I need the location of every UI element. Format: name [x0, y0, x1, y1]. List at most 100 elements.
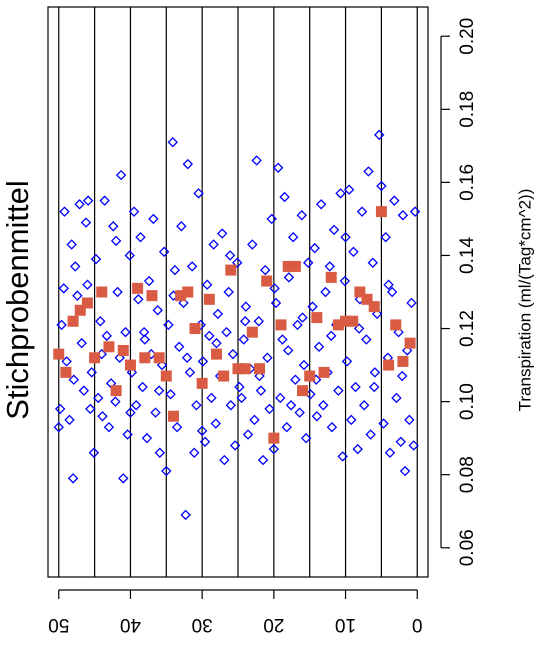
- data-point-mean-square: [167, 410, 179, 422]
- data-point-diamond: [152, 305, 163, 316]
- data-point-diamond: [298, 359, 310, 371]
- data-point-diamond: [383, 279, 394, 290]
- data-point-diamond: [95, 316, 106, 327]
- data-point-diamond: [191, 400, 202, 411]
- data-point-diamond: [201, 279, 213, 290]
- data-point-mean-square: [254, 363, 266, 375]
- plot-frame: [47, 6, 429, 578]
- data-point-diamond: [182, 158, 194, 170]
- data-point-diamond: [404, 414, 415, 426]
- data-point-diamond: [196, 425, 208, 437]
- data-point-diamond: [158, 246, 170, 258]
- data-point-diamond: [110, 235, 122, 247]
- data-point-diamond: [165, 389, 176, 400]
- data-point-diamond: [337, 451, 348, 462]
- data-point-diamond: [399, 465, 411, 477]
- data-point-diamond: [371, 308, 383, 320]
- data-point-diamond: [156, 359, 168, 371]
- data-point-diamond: [88, 447, 100, 458]
- data-point-diamond: [219, 454, 230, 466]
- data-point-diamond: [181, 352, 193, 363]
- data-point-mean-square: [325, 271, 337, 283]
- data-point-diamond: [384, 447, 396, 458]
- data-point-diamond: [130, 400, 142, 411]
- data-point-diamond: [211, 337, 222, 349]
- data-point-diamond: [236, 392, 247, 404]
- data-point-mean-square: [175, 290, 187, 302]
- data-point-diamond: [255, 385, 267, 396]
- data-point-diamond: [260, 264, 271, 276]
- data-point-diamond: [58, 283, 69, 294]
- data-point-diamond: [378, 418, 389, 429]
- data-point-diamond: [97, 411, 108, 422]
- data-point-mean-square: [261, 275, 273, 287]
- data-point-diamond: [120, 326, 131, 338]
- data-point-diamond: [389, 195, 400, 206]
- data-point-diamond: [126, 367, 138, 378]
- data-point-diamond: [376, 180, 387, 192]
- data-point-diamond: [223, 286, 234, 298]
- data-point-mean-square: [139, 352, 151, 364]
- data-point-diamond: [356, 206, 368, 217]
- data-point-mean-square: [218, 370, 230, 382]
- data-point-diamond: [341, 356, 353, 367]
- data-point-diamond: [365, 429, 376, 440]
- data-point-diamond: [74, 199, 85, 210]
- data-point-diamond: [279, 191, 290, 203]
- data-point-diamond: [374, 129, 385, 141]
- data-point-diamond: [369, 367, 381, 378]
- data-point-mean-square: [232, 363, 244, 375]
- data-point-diamond: [249, 414, 260, 426]
- data-point-mean-square: [203, 293, 215, 305]
- data-point-diamond: [348, 246, 359, 258]
- data-point-diamond: [409, 206, 421, 217]
- data-point-diamond: [139, 334, 151, 345]
- data-point-mean-square: [282, 260, 294, 272]
- data-point-diamond: [167, 136, 178, 148]
- data-point-diamond: [335, 188, 346, 199]
- data-point-diamond: [64, 414, 75, 426]
- data-point-diamond: [397, 210, 409, 221]
- data-point-diamond: [150, 407, 161, 418]
- data-point-diamond: [112, 286, 123, 298]
- data-point-diamond: [361, 334, 372, 345]
- data-point-diamond: [401, 345, 413, 356]
- data-point-diamond: [54, 403, 66, 415]
- data-point-mean-square: [311, 312, 323, 324]
- y-tick-label: 0.20: [457, 18, 478, 55]
- y-tick-label: 0.06: [457, 529, 478, 566]
- x-tick-label: 20: [263, 614, 284, 635]
- data-point-diamond: [124, 250, 135, 261]
- data-point-diamond: [396, 370, 408, 382]
- data-point-mean-square: [124, 359, 136, 371]
- data-point-mean-square: [225, 264, 237, 276]
- series-sample-values: [53, 129, 421, 521]
- data-point-diamond: [300, 432, 312, 444]
- data-point-diamond: [67, 473, 79, 484]
- chart-title: Stichprobenmittel: [0, 180, 35, 420]
- data-point-diamond: [333, 385, 344, 396]
- data-point-diamond: [82, 279, 93, 290]
- data-point-diamond: [369, 381, 380, 393]
- data-point-diamond: [303, 257, 314, 268]
- data-point-diamond: [169, 264, 181, 276]
- y-tick-label: 0.10: [457, 383, 478, 420]
- data-point-diamond: [138, 326, 150, 338]
- y-tick-label: 0.12: [457, 310, 478, 347]
- data-point-diamond: [199, 436, 211, 448]
- data-point-diamond: [180, 509, 191, 521]
- data-point-diamond: [353, 323, 365, 334]
- data-point-diamond: [296, 210, 308, 221]
- data-point-mean-square: [81, 297, 93, 309]
- data-point-diamond: [70, 261, 81, 272]
- data-point-diamond: [212, 308, 224, 320]
- y-tick-label: 0.16: [457, 164, 478, 201]
- data-point-diamond: [277, 334, 288, 345]
- data-point-diamond: [108, 221, 119, 232]
- data-point-diamond: [239, 316, 251, 327]
- data-point-mean-square: [361, 293, 373, 305]
- data-point-mean-square: [103, 341, 115, 353]
- data-point-diamond: [281, 421, 292, 433]
- data-point-mean-square: [246, 326, 258, 338]
- data-point-mean-square: [182, 286, 194, 298]
